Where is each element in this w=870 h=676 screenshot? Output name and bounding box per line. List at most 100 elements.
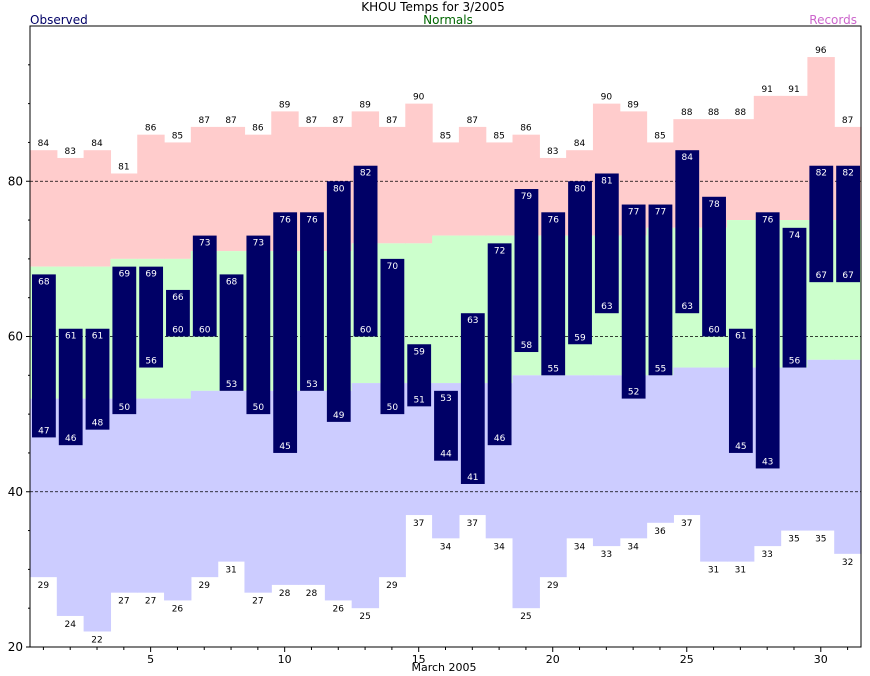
record-high-label: 84	[574, 139, 586, 149]
record-high-label: 91	[761, 85, 772, 95]
observed-bar	[219, 274, 244, 391]
observed-high-label: 53	[440, 394, 451, 404]
record-high-label: 89	[627, 100, 639, 110]
record-high-label: 87	[225, 116, 236, 126]
record-low-label: 26	[333, 604, 345, 614]
observed-low-label: 53	[306, 380, 317, 390]
record-high-label: 88	[681, 108, 693, 118]
record-high-label: 84	[38, 139, 50, 149]
record-high-band	[432, 142, 460, 236]
observed-low-label: 46	[65, 434, 77, 444]
record-high-label: 86	[520, 124, 532, 134]
observed-low-label: 60	[199, 326, 211, 336]
observed-bar	[541, 212, 566, 376]
record-low-label: 27	[145, 597, 156, 607]
observed-bar	[460, 313, 485, 484]
record-high-label: 86	[252, 124, 264, 134]
record-high-label: 85	[172, 131, 183, 141]
record-low-label: 31	[708, 566, 719, 576]
record-low-label: 28	[279, 589, 291, 599]
record-high-label: 87	[842, 116, 853, 126]
observed-low-label: 45	[735, 442, 746, 452]
record-high-label: 87	[333, 116, 344, 126]
observed-bar	[58, 328, 83, 446]
observed-low-label: 63	[601, 302, 612, 312]
observed-low-label: 50	[119, 403, 131, 413]
observed-low-label: 48	[92, 419, 104, 429]
record-low-band	[592, 375, 621, 547]
observed-high-label: 59	[413, 347, 425, 357]
observed-high-label: 66	[172, 293, 184, 303]
record-high-band	[56, 157, 85, 267]
record-low-band	[83, 398, 112, 632]
record-high-band	[753, 95, 782, 221]
observed-high-label: 61	[65, 332, 76, 342]
observed-low-label: 55	[655, 364, 666, 374]
record-high-label: 91	[788, 85, 799, 95]
record-low-label: 25	[359, 612, 370, 622]
observed-bar	[648, 204, 673, 376]
record-low-band	[646, 375, 674, 523]
observed-low-label: 59	[574, 333, 586, 343]
observed-bar	[702, 196, 726, 337]
record-high-label: 88	[735, 108, 747, 118]
observed-bar	[514, 189, 539, 353]
record-low-label: 36	[654, 527, 666, 537]
record-low-label: 37	[467, 519, 478, 529]
record-low-label: 24	[64, 620, 76, 630]
x-tick-label: 15	[412, 653, 426, 666]
record-low-label: 34	[627, 542, 639, 552]
record-low-band	[834, 359, 862, 554]
observed-low-label: 67	[842, 271, 853, 281]
y-tick-label: 80	[8, 174, 23, 188]
record-high-band	[30, 150, 58, 267]
observed-bar	[139, 266, 164, 368]
record-high-band	[244, 134, 272, 252]
record-low-label: 31	[735, 566, 746, 576]
legend-observed: Observed	[30, 13, 88, 27]
record-low-band	[137, 398, 165, 593]
observed-bar	[836, 165, 860, 283]
chart-title: KHOU Temps for 3/2005	[361, 0, 505, 14]
observed-bar	[568, 181, 592, 345]
observed-bar	[487, 243, 512, 446]
legend-records: Records	[809, 13, 857, 27]
observed-bars-layer: 68 47 61 46 61 48 69 50 69 56 66 60 73 60 68 53 73 50 76 45…	[32, 150, 860, 484]
observed-low-label: 58	[521, 341, 533, 351]
observed-bar	[85, 328, 110, 430]
record-low-band	[110, 398, 138, 593]
record-high-label: 87	[306, 116, 317, 126]
record-low-label: 29	[386, 581, 398, 591]
record-high-band	[83, 150, 112, 267]
observed-bar	[273, 212, 298, 453]
observed-bar	[246, 235, 271, 415]
normal-band	[432, 235, 460, 384]
record-high-label: 89	[359, 100, 371, 110]
observed-high-label: 79	[521, 192, 533, 202]
record-low-label: 33	[761, 550, 772, 560]
x-axis-label: March 2005	[411, 661, 476, 674]
record-low-band	[700, 367, 728, 562]
observed-bar	[809, 165, 834, 283]
observed-high-label: 76	[547, 215, 559, 225]
x-tick-label: 20	[546, 653, 560, 666]
record-low-band	[807, 359, 835, 531]
record-low-band	[164, 398, 192, 601]
y-tick-label: 60	[8, 330, 23, 344]
record-low-label: 29	[38, 581, 50, 591]
observed-high-label: 61	[735, 332, 746, 342]
observed-bar	[782, 227, 807, 368]
observed-low-label: 53	[226, 380, 237, 390]
observed-high-label: 82	[816, 169, 827, 179]
record-low-label: 35	[788, 535, 799, 545]
observed-high-label: 77	[628, 208, 639, 218]
record-low-label: 33	[601, 550, 612, 560]
record-high-label: 96	[815, 46, 827, 56]
record-high-label: 90	[413, 93, 425, 103]
record-low-label: 28	[306, 589, 318, 599]
observed-high-label: 77	[655, 208, 666, 218]
record-high-band	[217, 126, 246, 252]
observed-high-label: 73	[253, 239, 264, 249]
record-high-label: 89	[279, 100, 291, 110]
observed-low-label: 43	[762, 457, 773, 467]
